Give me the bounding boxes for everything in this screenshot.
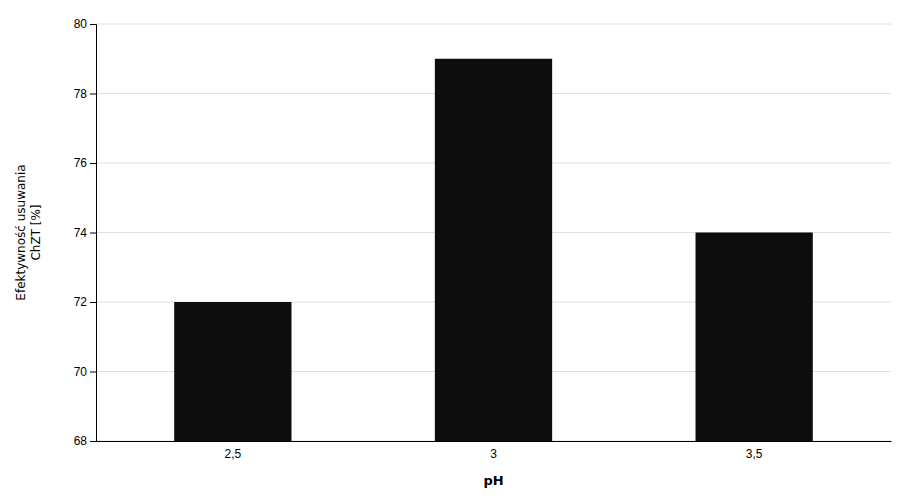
y-tick: [90, 233, 96, 234]
y-tick-group: 76: [74, 156, 96, 170]
y-tick-label: 80: [74, 17, 88, 31]
y-tick-label: 72: [74, 295, 88, 309]
y-axis: 68 70 72 74 76 78 80: [74, 17, 97, 448]
chart-svg: 68 70 72 74 76 78 80 2,5 3 3,5 pH Efektywność usuwa…: [0, 0, 915, 503]
x-tick-group: 2,5: [225, 447, 242, 461]
grid-line: [96, 24, 891, 25]
x-tick-label: 3,5: [746, 447, 763, 461]
y-tick-label: 70: [74, 365, 88, 379]
y-tick: [90, 94, 96, 95]
y-tick-label: 78: [74, 87, 88, 101]
chart-container: 68 70 72 74 76 78 80 2,5 3 3,5 pH Efektywność usuwa…: [0, 0, 915, 503]
y-tick-group: 68: [74, 434, 96, 448]
bar: [696, 233, 813, 442]
bar: [435, 59, 552, 441]
y-tick: [90, 441, 96, 442]
y-axis-title-line: ChZT [%]: [29, 204, 43, 260]
x-tick-group: 3: [490, 447, 497, 461]
y-tick-label: 68: [74, 434, 88, 448]
y-axis-title-line: Efektywność usuwania: [14, 164, 28, 300]
y-tick: [90, 24, 96, 25]
y-tick: [90, 163, 96, 164]
plot-area: 68 70 72 74 76 78 80 2,5 3 3,5: [74, 17, 892, 503]
y-tick: [90, 372, 96, 373]
y-tick-label: 74: [74, 226, 88, 240]
y-tick-group: 74: [74, 226, 96, 240]
y-tick-group: 70: [74, 365, 96, 379]
x-tick-label: 3: [490, 447, 497, 461]
y-axis-line: [90, 25, 97, 442]
x-axis-title: pH: [483, 473, 503, 488]
y-tick-label: 76: [74, 156, 88, 170]
x-tick-group: 3,5: [746, 447, 763, 461]
bars: [174, 59, 813, 441]
x-axis-line: [97, 441, 892, 442]
y-tick-group: 80: [74, 17, 96, 31]
y-tick-group: 72: [74, 295, 96, 309]
x-axis: 2,5 3 3,5: [97, 442, 892, 461]
y-tick: [90, 302, 96, 303]
bar: [174, 302, 291, 441]
y-tick-group: 78: [74, 87, 96, 101]
x-tick-label: 2,5: [225, 447, 242, 461]
y-axis-title: Efektywność usuwaniaChZT [%]: [14, 164, 43, 300]
